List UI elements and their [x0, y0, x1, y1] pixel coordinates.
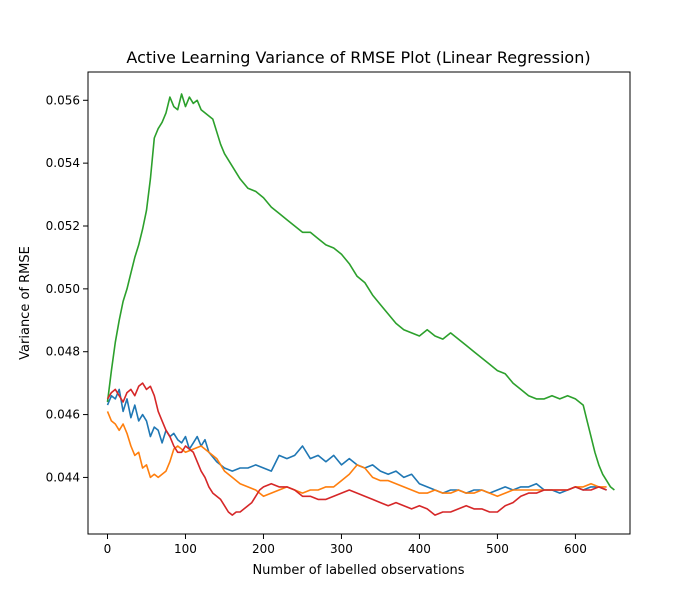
chart-title: Active Learning Variance of RMSE Plot (L…	[126, 48, 590, 67]
plot-area	[106, 93, 615, 516]
y-tick-label: 0.050	[46, 282, 80, 296]
y-tick-label: 0.044	[46, 470, 80, 484]
y-tick-label: 0.048	[46, 345, 80, 359]
x-tick-label: 400	[408, 542, 431, 556]
y-tick-label: 0.046	[46, 408, 80, 422]
x-tick-label: 300	[330, 542, 353, 556]
series-line-1	[106, 388, 607, 494]
x-axis: 0 100 200 300 400 500 600	[104, 534, 587, 556]
x-tick-label: 200	[252, 542, 275, 556]
x-tick-label: 0	[104, 542, 112, 556]
x-tick-label: 600	[564, 542, 587, 556]
series-line-2	[106, 411, 607, 498]
y-tick-label: 0.052	[46, 219, 80, 233]
y-axis: 0.044 0.046 0.048 0.050 0.052 0.054 0.056	[46, 93, 88, 484]
y-tick-label: 0.056	[46, 93, 80, 107]
x-tick-label: 100	[174, 542, 197, 556]
series-line-3	[106, 93, 615, 491]
series-line-4	[106, 382, 607, 516]
y-axis-label: Variance of RMSE	[18, 246, 33, 360]
x-tick-label: 500	[486, 542, 509, 556]
y-tick-label: 0.054	[46, 156, 80, 170]
x-axis-label: Number of labelled observations	[252, 563, 464, 578]
plot-frame	[87, 71, 631, 535]
